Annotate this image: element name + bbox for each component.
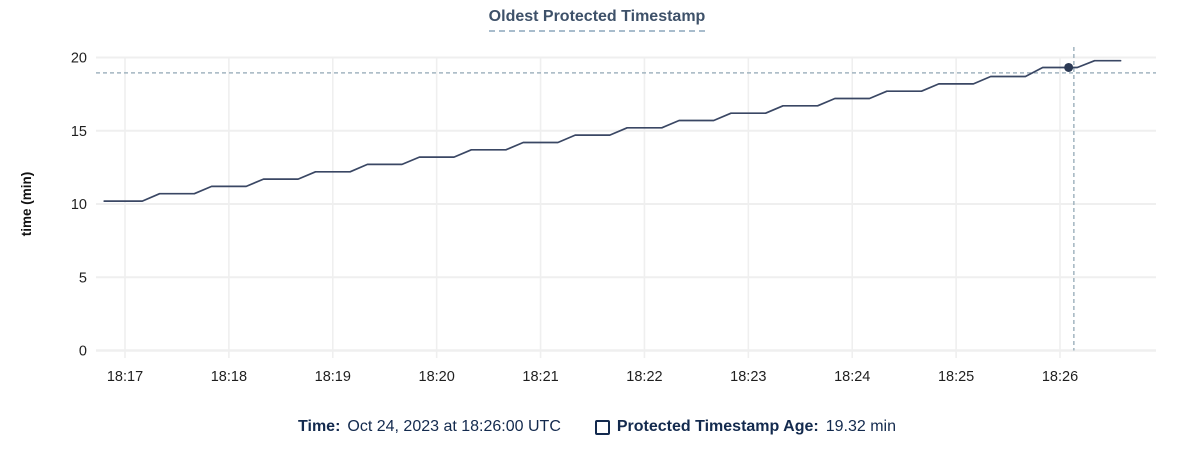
- hover-time-value: Oct 24, 2023 at 18:26:00 UTC: [347, 418, 561, 435]
- x-tick-label: 18:17: [107, 369, 143, 385]
- hover-legend: Time: Oct 24, 2023 at 18:26:00 UTC Prote…: [0, 417, 1194, 437]
- y-tick-label: 5: [79, 270, 87, 286]
- x-tick-label: 18:25: [938, 369, 974, 385]
- y-tick-label: 20: [71, 51, 87, 67]
- x-tick-label: 18:21: [522, 369, 558, 385]
- hover-time: Time: Oct 24, 2023 at 18:26:00 UTC: [298, 417, 561, 437]
- x-tick-label: 18:26: [1042, 369, 1078, 385]
- y-tick-label: 10: [71, 197, 87, 213]
- x-tick-label: 18:19: [315, 369, 351, 385]
- hover-marker-dot: [1064, 62, 1074, 72]
- x-tick-label: 18:22: [626, 369, 662, 385]
- y-axis-label: time (min): [19, 172, 34, 237]
- y-tick-label: 0: [79, 344, 87, 360]
- chart-title[interactable]: Oldest Protected Timestamp: [488, 8, 706, 32]
- series-name-label: Protected Timestamp Age:: [616, 418, 819, 435]
- y-tick-label: 15: [71, 124, 87, 140]
- age-series-line: [103, 59, 1122, 202]
- hover-time-label: Time:: [298, 418, 341, 435]
- x-tick-label: 18:20: [419, 369, 455, 385]
- legend-series-toggle[interactable]: Protected Timestamp Age: 19.32 min: [594, 417, 896, 437]
- x-tick-label: 18:18: [211, 369, 247, 385]
- chart-header: Oldest Protected Timestamp: [0, 8, 1194, 32]
- x-tick-label: 18:24: [834, 369, 870, 385]
- series-swatch-icon: [594, 419, 610, 435]
- x-tick-label: 18:23: [730, 369, 766, 385]
- series-value: 19.32 min: [825, 418, 896, 435]
